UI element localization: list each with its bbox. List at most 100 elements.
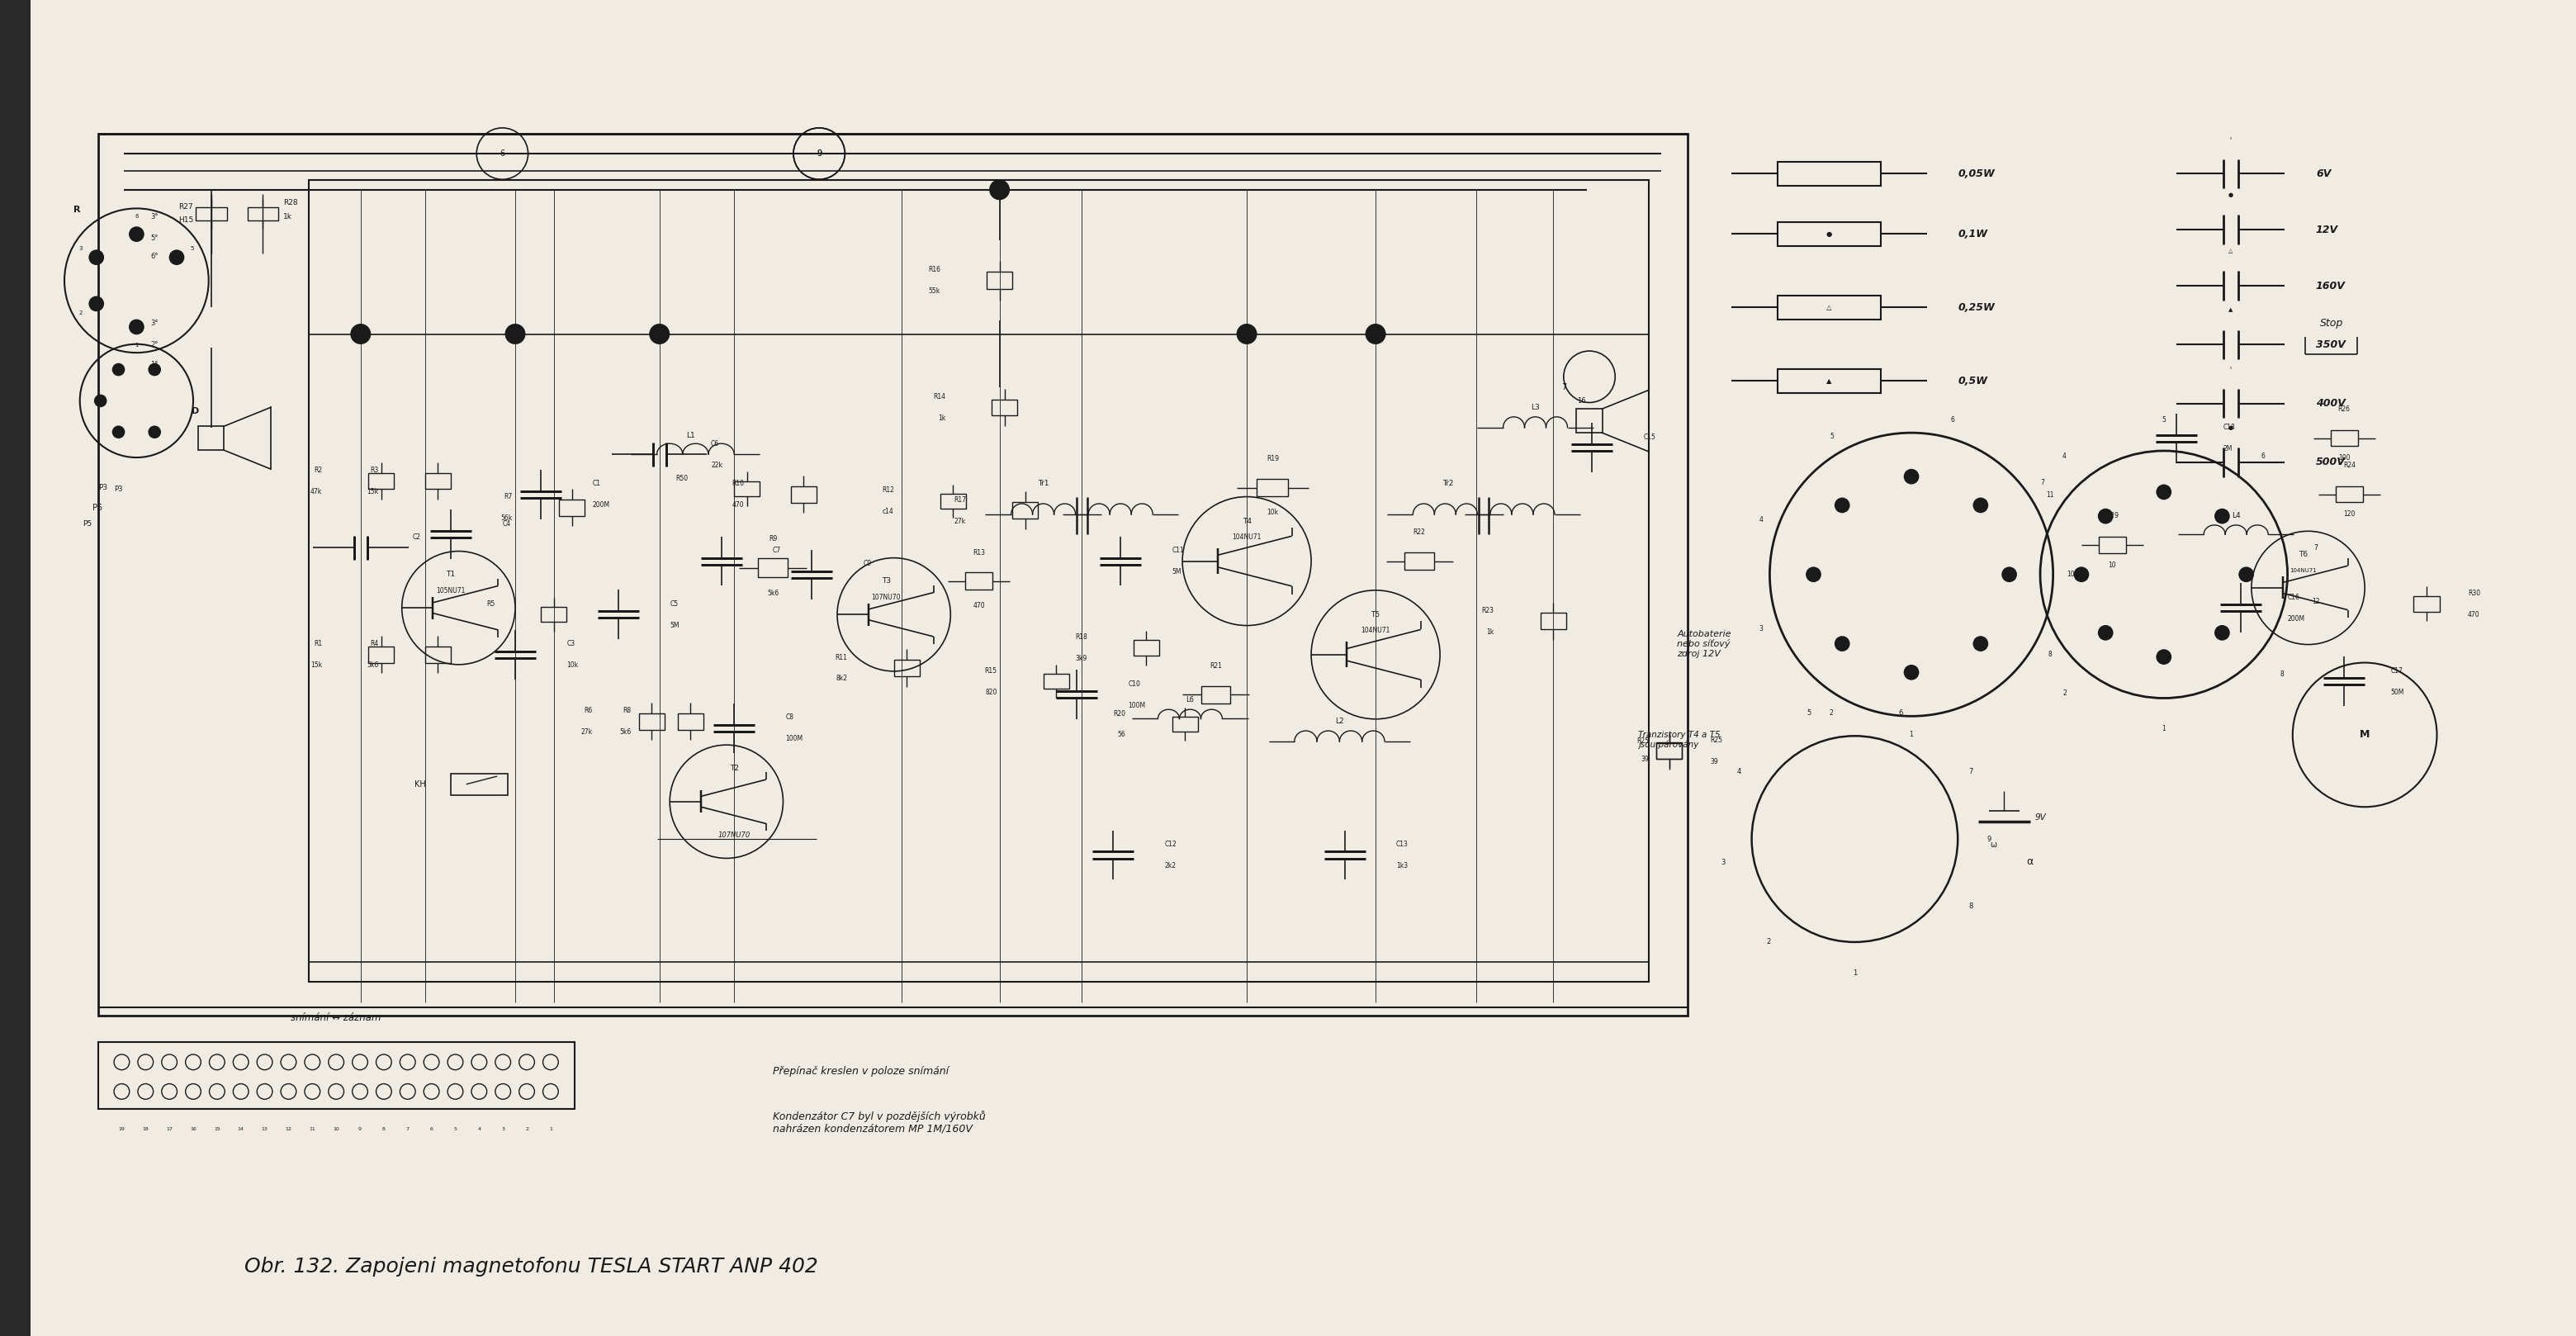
Text: 5: 5 (1806, 709, 1811, 717)
Bar (98, 1042, 574, 1109)
Text: 56: 56 (1118, 731, 1126, 739)
Text: 5k6: 5k6 (366, 661, 379, 669)
Text: R26: R26 (2339, 405, 2349, 413)
Text: 10k: 10k (1267, 509, 1278, 516)
Text: 100: 100 (2339, 454, 2349, 462)
Text: 5: 5 (453, 1126, 456, 1132)
Text: R13: R13 (974, 549, 984, 556)
Text: Přepínač kreslen v poloze snímání: Přepínač kreslen v poloze snímání (773, 1066, 948, 1077)
Text: 107NU70: 107NU70 (719, 831, 750, 839)
Bar (791, 486, 817, 502)
Text: C13: C13 (1396, 840, 1409, 848)
Text: 2: 2 (80, 310, 82, 315)
Ellipse shape (129, 227, 144, 242)
Bar (1540, 613, 1566, 629)
Ellipse shape (2156, 649, 2172, 664)
Text: R12: R12 (881, 486, 894, 494)
Bar (425, 647, 451, 663)
Text: 7: 7 (2313, 544, 2318, 552)
Bar (451, 774, 507, 795)
Text: 2: 2 (1767, 938, 1770, 946)
Ellipse shape (2097, 625, 2112, 640)
Text: R3: R3 (371, 466, 379, 474)
Text: R16: R16 (927, 266, 940, 274)
Text: 2°: 2° (149, 341, 160, 349)
Text: R30: R30 (2468, 589, 2481, 597)
Text: 4: 4 (1759, 516, 1765, 524)
Text: 5°: 5° (149, 234, 160, 242)
Text: R29: R29 (2107, 512, 2117, 520)
Ellipse shape (1834, 497, 1850, 513)
Text: C16: C16 (2287, 593, 2300, 601)
Ellipse shape (113, 363, 126, 375)
Text: 9V: 9V (2035, 814, 2045, 822)
Text: C18: C18 (2223, 424, 2236, 432)
Text: 2: 2 (526, 1126, 528, 1132)
Text: 6: 6 (430, 1126, 433, 1132)
Text: 9: 9 (358, 1126, 361, 1132)
Text: ▲: ▲ (2228, 307, 2233, 313)
Text: 4: 4 (1736, 768, 1741, 776)
Text: R22: R22 (1414, 529, 1425, 536)
Bar (639, 713, 665, 729)
Ellipse shape (2002, 566, 2017, 582)
Text: ω: ω (1991, 840, 1996, 848)
Text: 5M: 5M (670, 621, 680, 629)
Text: R11: R11 (835, 653, 848, 661)
Bar (425, 473, 451, 489)
Text: D: D (193, 407, 198, 415)
Text: 55k: 55k (927, 287, 940, 295)
Ellipse shape (1973, 636, 1989, 652)
Text: ◦: ◦ (2228, 136, 2233, 142)
Text: 104NU71: 104NU71 (2290, 568, 2316, 573)
Text: L4: L4 (2231, 512, 2241, 520)
Ellipse shape (350, 323, 371, 345)
Text: C15: C15 (1643, 433, 1656, 441)
Ellipse shape (1973, 497, 1989, 513)
Bar (1777, 369, 1880, 393)
Text: R2: R2 (314, 466, 322, 474)
Text: 17: 17 (165, 1126, 173, 1132)
Bar (247, 207, 278, 220)
Text: 9: 9 (817, 150, 822, 158)
Bar (734, 481, 760, 497)
Bar (894, 660, 920, 676)
Text: C12: C12 (1164, 840, 1177, 848)
Text: 10: 10 (332, 1126, 340, 1132)
Text: R6: R6 (585, 707, 592, 715)
Text: 1: 1 (2161, 725, 2166, 732)
Text: 0,5W: 0,5W (1958, 375, 1989, 386)
Bar (940, 494, 966, 509)
Ellipse shape (989, 179, 1010, 200)
Text: ▲: ▲ (1826, 377, 1832, 385)
Text: 1k: 1k (1486, 628, 1494, 636)
Text: 8: 8 (2280, 671, 2285, 677)
Text: 5k6: 5k6 (768, 589, 778, 597)
Text: 16: 16 (1577, 397, 1587, 405)
Text: 3: 3 (80, 246, 82, 251)
Ellipse shape (88, 250, 103, 265)
Text: T3: T3 (881, 577, 891, 585)
Ellipse shape (505, 323, 526, 345)
Text: M: M (2360, 729, 2370, 740)
Ellipse shape (1236, 323, 1257, 345)
Ellipse shape (1834, 636, 1850, 652)
Text: 2: 2 (2063, 689, 2066, 696)
Bar (1012, 502, 1038, 518)
Text: 27k: 27k (953, 517, 966, 525)
Text: 3k9: 3k9 (1074, 655, 1087, 663)
Text: 160V: 160V (2316, 281, 2344, 291)
Text: R21: R21 (1211, 663, 1221, 669)
Text: 1k: 1k (938, 414, 945, 422)
Text: 4: 4 (2063, 453, 2066, 460)
Text: 107NU70: 107NU70 (871, 593, 902, 601)
Text: 2k2: 2k2 (1164, 862, 1175, 870)
Text: 39: 39 (1710, 758, 1718, 766)
Text: L3: L3 (1530, 403, 1540, 411)
Bar (992, 399, 1018, 415)
Ellipse shape (149, 363, 162, 375)
Bar (2331, 430, 2357, 446)
Text: 3: 3 (1759, 625, 1765, 633)
Bar (677, 713, 703, 729)
Text: R18: R18 (1074, 633, 1087, 641)
